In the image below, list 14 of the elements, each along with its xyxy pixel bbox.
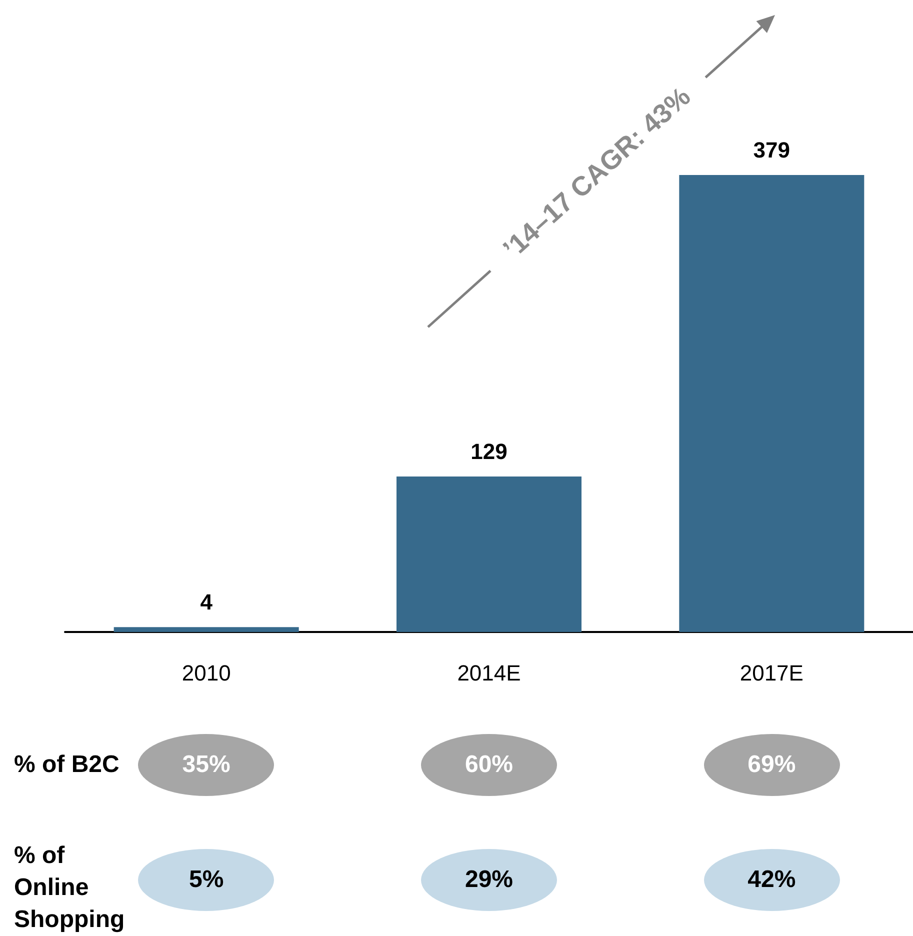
x-tick-label: 2014E	[457, 660, 521, 686]
oval-badge: 29%	[421, 849, 557, 911]
oval-badge: 42%	[704, 849, 840, 911]
oval-badge: 35%	[138, 734, 274, 796]
text: % of B2C	[14, 750, 120, 780]
x-tick-label: 2010	[182, 660, 231, 686]
data-label: 4	[200, 590, 214, 615]
oval-badge: 60%	[421, 734, 557, 796]
data-label: 379	[753, 138, 790, 162]
oval-badge: 69%	[704, 734, 840, 796]
text: % of Online Shopping	[14, 841, 125, 935]
oval-badge: 5%	[138, 849, 274, 911]
x-tick-label: 2017E	[740, 660, 804, 686]
data-label: 129	[470, 438, 508, 464]
